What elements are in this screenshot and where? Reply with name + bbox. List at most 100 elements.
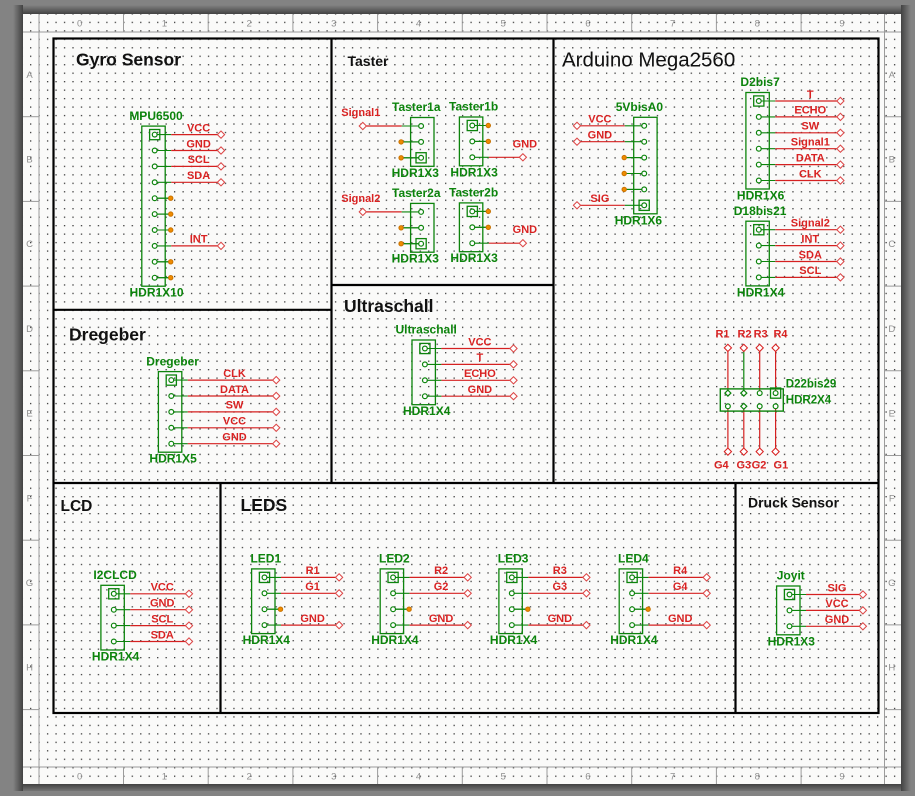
svg-text:C: C: [26, 239, 33, 250]
svg-text:6: 6: [585, 19, 590, 30]
svg-text:GND: GND: [825, 614, 850, 626]
svg-text:SW: SW: [801, 121, 819, 133]
svg-text:Arduino Mega2560: Arduino Mega2560: [562, 49, 735, 72]
svg-text:4: 4: [416, 772, 421, 783]
svg-text:G3: G3: [736, 460, 751, 472]
svg-text:HDR1X4: HDR1X4: [610, 633, 658, 647]
svg-text:6: 6: [585, 772, 590, 783]
svg-text:INT: INT: [801, 233, 819, 245]
svg-text:SCL: SCL: [151, 613, 173, 625]
svg-text:ECHO: ECHO: [464, 368, 496, 380]
svg-text:R1: R1: [306, 565, 320, 577]
svg-text:G: G: [26, 578, 33, 589]
svg-text:Taster1b: Taster1b: [449, 100, 498, 114]
svg-text:9: 9: [839, 772, 844, 783]
svg-text:GND: GND: [588, 130, 613, 142]
svg-text:GND: GND: [468, 384, 493, 396]
svg-text:SCL: SCL: [188, 154, 210, 166]
svg-text:SCL: SCL: [799, 265, 821, 277]
svg-text:ECHO: ECHO: [794, 105, 826, 117]
svg-text:9: 9: [839, 19, 844, 30]
svg-text:Signal1: Signal1: [341, 107, 380, 119]
svg-text:F: F: [27, 493, 33, 504]
svg-text:D: D: [26, 324, 33, 335]
svg-text:GND: GND: [150, 598, 175, 610]
svg-text:HDR1X6: HDR1X6: [615, 213, 663, 227]
svg-text:VCC: VCC: [223, 416, 246, 428]
svg-text:Ultraschall: Ultraschall: [396, 323, 457, 337]
svg-text:5: 5: [501, 19, 506, 30]
svg-text:G2: G2: [434, 581, 449, 593]
svg-text:H: H: [26, 663, 33, 674]
svg-text:INT: INT: [190, 234, 208, 246]
svg-text:HDR1X6: HDR1X6: [737, 189, 785, 203]
svg-text:VCC: VCC: [588, 114, 611, 126]
svg-text:HDR2X4: HDR2X4: [786, 395, 832, 407]
svg-text:HDR1X3: HDR1X3: [450, 165, 498, 179]
svg-text:HDR1X4: HDR1X4: [490, 633, 538, 647]
svg-text:GND: GND: [186, 138, 211, 150]
svg-text:SW: SW: [226, 400, 244, 412]
svg-text:H: H: [888, 663, 895, 674]
svg-text:D2bis7: D2bis7: [740, 75, 780, 89]
svg-text:G4: G4: [714, 460, 730, 472]
svg-text:3: 3: [331, 772, 336, 783]
svg-text:R4: R4: [673, 565, 688, 577]
svg-text:VCC: VCC: [151, 582, 174, 594]
svg-text:G: G: [888, 578, 895, 589]
svg-text:Taster2a: Taster2a: [392, 186, 441, 200]
svg-text:1: 1: [162, 19, 167, 30]
svg-text:R3: R3: [553, 565, 567, 577]
svg-text:R1: R1: [715, 329, 729, 341]
svg-text:HDR1X5: HDR1X5: [149, 452, 197, 466]
svg-text:G3: G3: [552, 581, 567, 593]
svg-text:HDR1X4: HDR1X4: [737, 285, 785, 299]
svg-text:GND: GND: [513, 138, 538, 150]
svg-text:LEDS: LEDS: [241, 495, 288, 515]
svg-text:2: 2: [246, 772, 251, 783]
svg-text:SDA: SDA: [187, 170, 210, 182]
svg-text:Signal1: Signal1: [791, 137, 830, 149]
svg-text:Dregeber: Dregeber: [146, 354, 199, 368]
svg-text:LED2: LED2: [379, 552, 410, 566]
svg-text:T: T: [807, 89, 814, 101]
svg-text:SDA: SDA: [151, 629, 174, 641]
svg-text:HDR1X4: HDR1X4: [403, 404, 451, 418]
svg-text:8: 8: [755, 19, 760, 30]
svg-text:5VbisA0: 5VbisA0: [616, 100, 664, 114]
svg-text:2: 2: [246, 19, 251, 30]
svg-text:B: B: [26, 155, 32, 166]
svg-text:T: T: [477, 352, 484, 364]
svg-text:7: 7: [670, 19, 675, 30]
svg-text:VCC: VCC: [187, 122, 210, 134]
svg-text:Ultraschall: Ultraschall: [344, 296, 433, 316]
svg-text:3: 3: [331, 19, 336, 30]
svg-text:R4: R4: [773, 329, 788, 341]
svg-text:5: 5: [501, 772, 506, 783]
svg-text:A: A: [889, 70, 896, 81]
svg-text:SDA: SDA: [799, 249, 822, 261]
svg-text:DATA: DATA: [220, 384, 249, 396]
svg-text:Signal2: Signal2: [791, 218, 830, 230]
svg-text:SIG: SIG: [828, 582, 847, 594]
svg-text:F: F: [889, 493, 895, 504]
svg-text:B: B: [889, 155, 895, 166]
svg-text:GND: GND: [668, 613, 693, 625]
svg-text:GND: GND: [429, 613, 454, 625]
svg-text:LCD: LCD: [61, 498, 93, 515]
svg-text:0: 0: [77, 19, 82, 30]
svg-text:GND: GND: [300, 613, 325, 625]
svg-text:CLK: CLK: [799, 168, 822, 180]
svg-text:HDR1X3: HDR1X3: [450, 251, 498, 265]
svg-text:E: E: [26, 409, 32, 420]
svg-text:D18bis21: D18bis21: [734, 204, 787, 218]
svg-text:VCC: VCC: [825, 598, 848, 610]
svg-text:I2CLCD: I2CLCD: [93, 568, 137, 582]
svg-text:Taster2b: Taster2b: [449, 186, 498, 200]
svg-text:R2: R2: [737, 329, 751, 341]
svg-text:A: A: [26, 70, 33, 81]
svg-text:Dregeber: Dregeber: [69, 325, 146, 345]
svg-text:SIG: SIG: [590, 193, 609, 205]
svg-text:Taster1a: Taster1a: [392, 100, 441, 114]
svg-text:HDR1X4: HDR1X4: [92, 650, 140, 664]
